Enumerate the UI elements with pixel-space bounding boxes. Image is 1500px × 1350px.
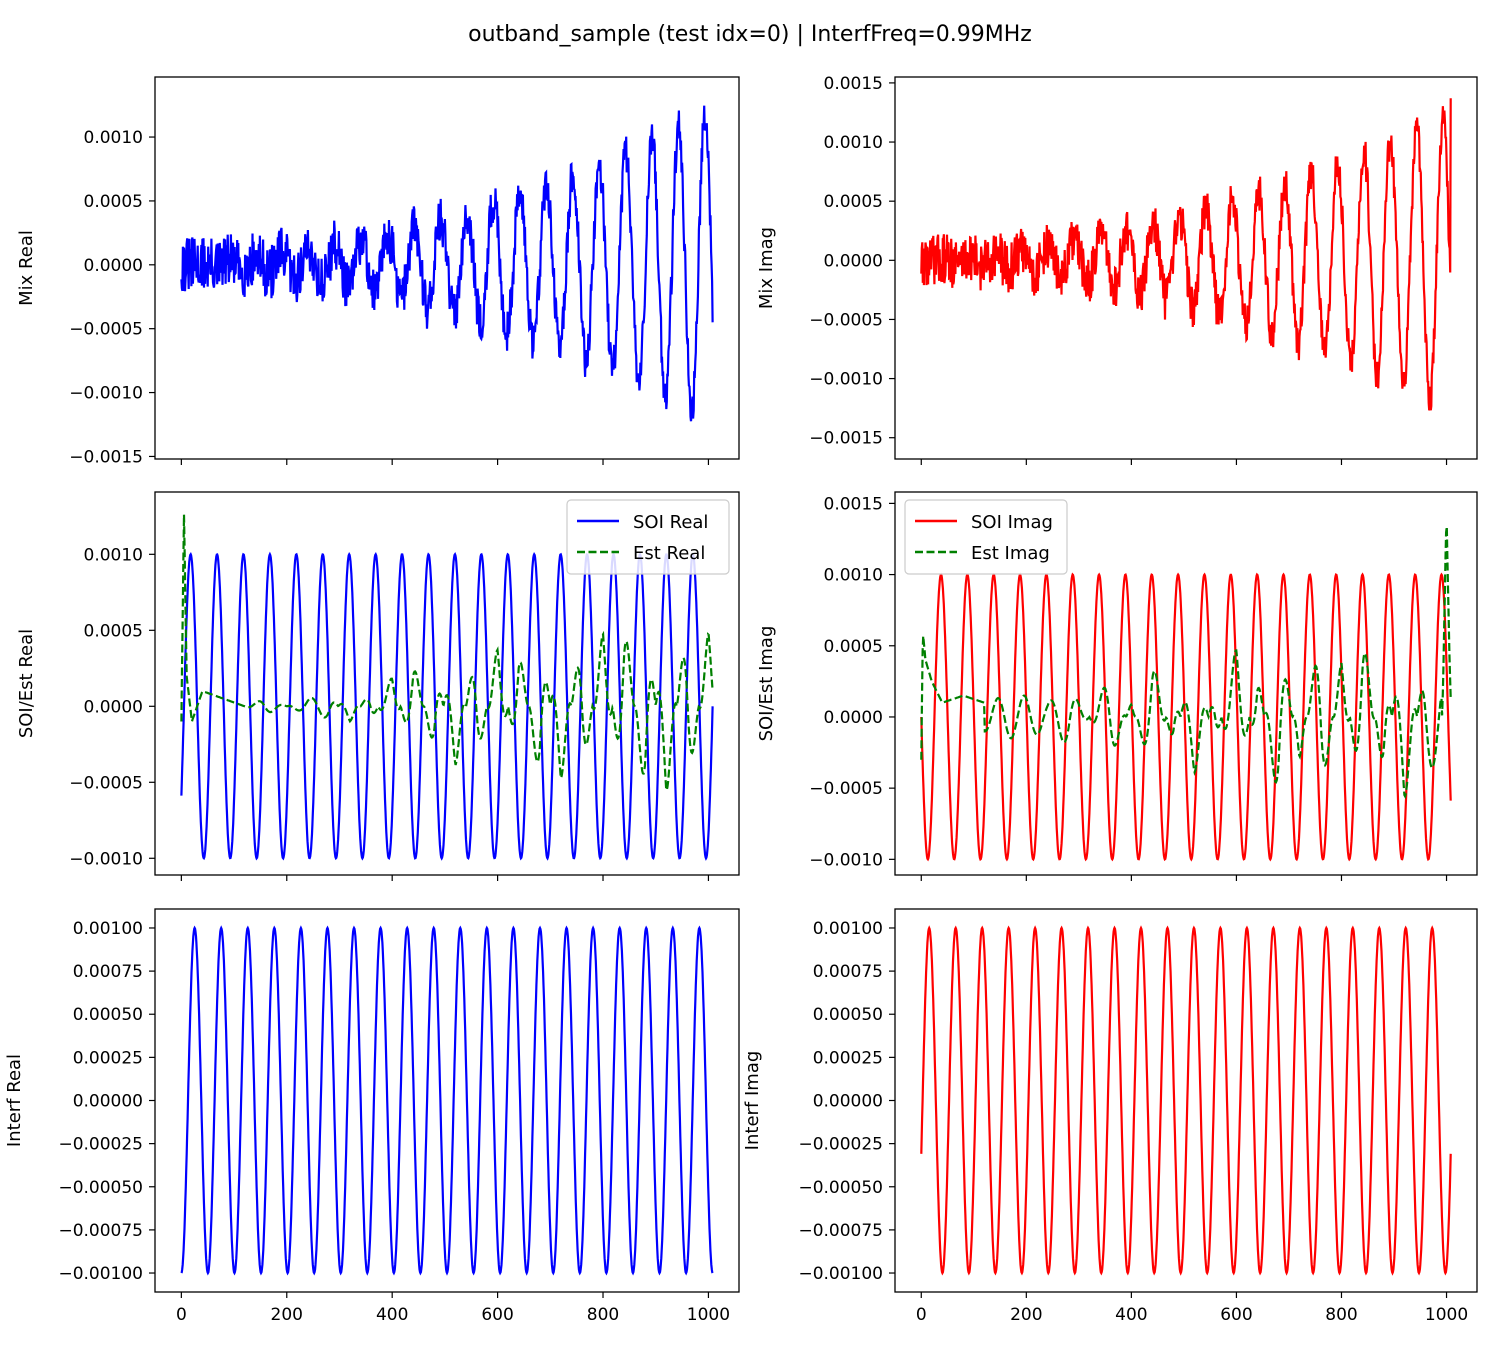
x-tick-label: 200 — [1010, 1305, 1042, 1325]
y-tick-label: 0.0010 — [824, 133, 883, 153]
y-tick-label: −0.0010 — [69, 384, 143, 404]
legend-label: Est Real — [633, 543, 705, 564]
y-tick-label: 0.0010 — [84, 128, 143, 148]
y-axis-label: SOI/Est Imag — [756, 626, 777, 742]
y-tick-label: 0.00100 — [73, 919, 143, 939]
y-tick-label: 0.0000 — [824, 708, 883, 728]
y-tick-label: −0.0010 — [809, 370, 883, 390]
y-tick-label: −0.00100 — [798, 1264, 883, 1284]
y-tick-label: −0.00100 — [58, 1264, 143, 1284]
series-group — [180, 925, 714, 1276]
legend-label: SOI Real — [633, 512, 708, 533]
y-tick-label: −0.0005 — [809, 779, 883, 799]
legend: SOI Imag Est Imag — [904, 499, 1068, 575]
plot-frame — [154, 491, 740, 876]
y-tick-label: 0.0005 — [84, 621, 143, 641]
y-tick-label: 0.0015 — [824, 74, 883, 94]
y-tick-label: 0.0010 — [84, 545, 143, 565]
x-tick-label: 200 — [271, 1305, 303, 1325]
series-group — [920, 98, 1452, 411]
y-tick-label: 0.00100 — [813, 919, 883, 939]
y-tick-label: 0.0005 — [84, 192, 143, 212]
y-tick-label: 0.0005 — [824, 192, 883, 212]
y-tick-label: 0.00000 — [813, 1092, 883, 1112]
y-axis-label: SOI/Est Real — [16, 629, 37, 738]
subplot-1: −0.0015 −0.0010 −0.0005 0.0000 0.0005 0.0010 M… — [16, 76, 740, 467]
plot-frame — [154, 76, 740, 460]
y-axis-label: Mix Real — [16, 230, 37, 306]
legend-box — [566, 499, 730, 575]
y-tick-label: −0.0010 — [809, 850, 883, 870]
subplot-4: −0.0010 −0.0005 0.0000 0.0005 0.0010 0.0015 SO… — [756, 491, 1478, 881]
legend: SOI Real Est Real — [566, 499, 730, 575]
y-tick-label: 0.00075 — [813, 962, 883, 982]
y-tick-label: 0.0000 — [824, 251, 883, 271]
series-line-trace-1 — [920, 925, 1452, 1276]
x-tick-label: 1000 — [687, 1305, 730, 1325]
y-tick-label: 0.0005 — [824, 637, 883, 657]
legend-label: SOI Imag — [971, 512, 1053, 533]
y-tick-label: −0.00050 — [798, 1178, 883, 1198]
legend-label: Est Imag — [971, 543, 1050, 564]
subplot-2: −0.0015 −0.0010 −0.0005 0.0000 0.0005 0.0010 0… — [756, 74, 1478, 465]
y-axis-label: Mix Imag — [756, 227, 777, 309]
y-tick-label: −0.0005 — [69, 773, 143, 793]
x-tick-label: 600 — [1220, 1305, 1252, 1325]
y-tick-label: −0.00025 — [798, 1135, 883, 1155]
x-tick-label: 0 — [916, 1305, 927, 1325]
x-tick-label: 600 — [481, 1305, 513, 1325]
y-tick-label: 0.00025 — [73, 1048, 143, 1068]
y-tick-label: 0.0000 — [84, 697, 143, 717]
x-tick-label: 400 — [376, 1305, 408, 1325]
y-tick-label: −0.00075 — [798, 1221, 883, 1241]
series-line-soi-real — [180, 551, 714, 861]
plot-frame — [894, 76, 1478, 460]
series-line-trace-1 — [920, 98, 1452, 411]
figure-title: outband_sample (test idx=0) | InterfFreq… — [468, 22, 1032, 47]
plot-frame — [894, 491, 1478, 876]
x-tick-label: 1000 — [1425, 1305, 1468, 1325]
y-tick-label: 0.00000 — [73, 1092, 143, 1112]
y-axis-label: Interf Imag — [742, 1051, 763, 1151]
series-group — [920, 526, 1452, 862]
series-line-est-real — [180, 514, 714, 793]
y-tick-label: −0.0015 — [69, 447, 143, 467]
plot-frame — [154, 908, 740, 1293]
series-group — [920, 925, 1452, 1276]
y-axis-label: Interf Real — [4, 1054, 25, 1147]
y-tick-label: 0.0000 — [84, 256, 143, 276]
series-line-trace-1 — [180, 925, 714, 1276]
subplot-3: −0.0010 −0.0005 0.0000 0.0005 0.0010 SOI/Est … — [16, 491, 740, 881]
y-tick-label: −0.0005 — [69, 320, 143, 340]
subplot-6: −0.00100 −0.00075 −0.00050 −0.00025 0.00000 0… — [742, 908, 1478, 1325]
y-tick-label: −0.0015 — [809, 429, 883, 449]
y-tick-label: −0.00075 — [58, 1221, 143, 1241]
y-tick-label: 0.00075 — [73, 962, 143, 982]
y-tick-label: 0.0010 — [824, 566, 883, 586]
series-group — [180, 105, 714, 422]
y-tick-label: −0.00025 — [58, 1135, 143, 1155]
y-tick-label: 0.00050 — [813, 1005, 883, 1025]
y-tick-label: −0.0010 — [69, 849, 143, 869]
x-tick-label: 800 — [587, 1305, 619, 1325]
subplot-5: −0.00100 −0.00075 −0.00050 −0.00025 0.00000 0… — [4, 908, 740, 1325]
y-tick-label: 0.0015 — [824, 494, 883, 514]
y-tick-label: 0.00050 — [73, 1005, 143, 1025]
legend-box — [904, 499, 1068, 575]
y-tick-label: −0.00050 — [58, 1178, 143, 1198]
x-tick-label: 400 — [1115, 1305, 1147, 1325]
x-tick-label: 800 — [1325, 1305, 1357, 1325]
series-line-soi-imag — [920, 572, 1452, 862]
series-line-trace-1 — [180, 105, 714, 422]
x-tick-label: 0 — [176, 1305, 187, 1325]
y-tick-label: 0.00025 — [813, 1048, 883, 1068]
series-group — [180, 514, 714, 861]
series-line-est-imag — [920, 526, 1452, 800]
y-tick-label: −0.0005 — [809, 310, 883, 330]
